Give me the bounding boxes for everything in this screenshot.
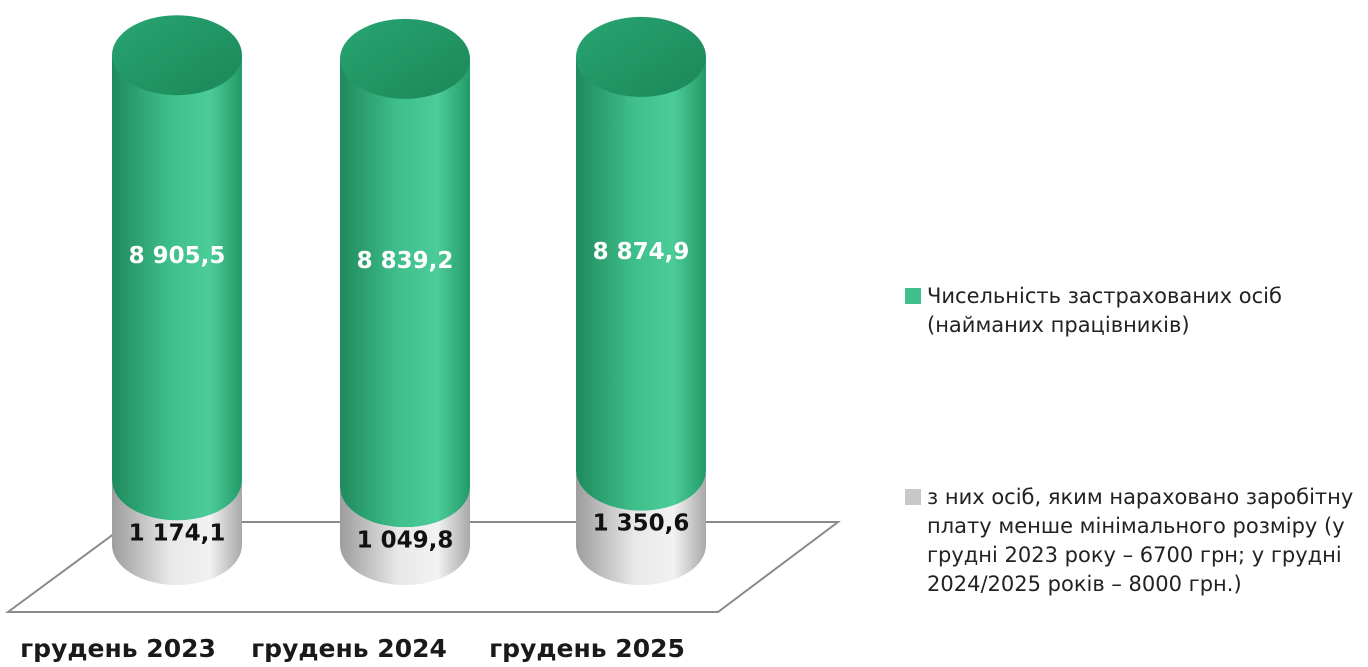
legend-label-2: з них осіб, яким нараховано заробітну пл…	[927, 485, 1354, 596]
legend-series-2: з них осіб, яким нараховано заробітну пл…	[905, 483, 1355, 599]
bar-sub-2	[340, 487, 470, 585]
chart-canvas: 8 905,5 1 174,1 8 839,2 1 049,8 8 874,9 1 350…	[4, 15, 841, 663]
legend-swatch-grey	[905, 489, 921, 505]
bar-main-2	[340, 58, 470, 528]
value-label-main-1: 8 905,5	[129, 243, 226, 269]
bars-group: 8 905,5 1 174,1 8 839,2 1 049,8 8 874,9 1 350…	[112, 15, 706, 585]
legend-series-1: Чисельність застрахованих осіб (найманих…	[905, 282, 1355, 340]
legend-label-1: Чисельність застрахованих осіб (найманих…	[927, 284, 1282, 337]
bar-main-top-3	[576, 16, 706, 97]
category-label-2: грудень 2024	[251, 634, 447, 663]
legend-swatch-green	[905, 288, 921, 304]
category-label-3: грудень 2025	[489, 634, 685, 663]
floor-plane	[4, 521, 841, 613]
value-label-sub-2: 1 049,8	[357, 527, 454, 553]
value-label-sub-1: 1 174,1	[129, 520, 226, 546]
bar-main-1	[112, 55, 242, 521]
value-label-sub-3: 1 350,6	[593, 511, 690, 537]
value-label-main-3: 8 874,9	[593, 239, 690, 265]
bar-main-3	[576, 56, 706, 511]
category-labels: грудень 2023 грудень 2024 грудень 2025	[20, 634, 685, 663]
bar-sub-1	[112, 480, 242, 585]
bar-sub-3	[576, 470, 706, 585]
value-label-main-2: 8 839,2	[357, 248, 454, 274]
bar-main-top-2	[340, 18, 470, 99]
category-label-1: грудень 2023	[20, 634, 216, 663]
bar-main-top-1	[112, 15, 242, 96]
